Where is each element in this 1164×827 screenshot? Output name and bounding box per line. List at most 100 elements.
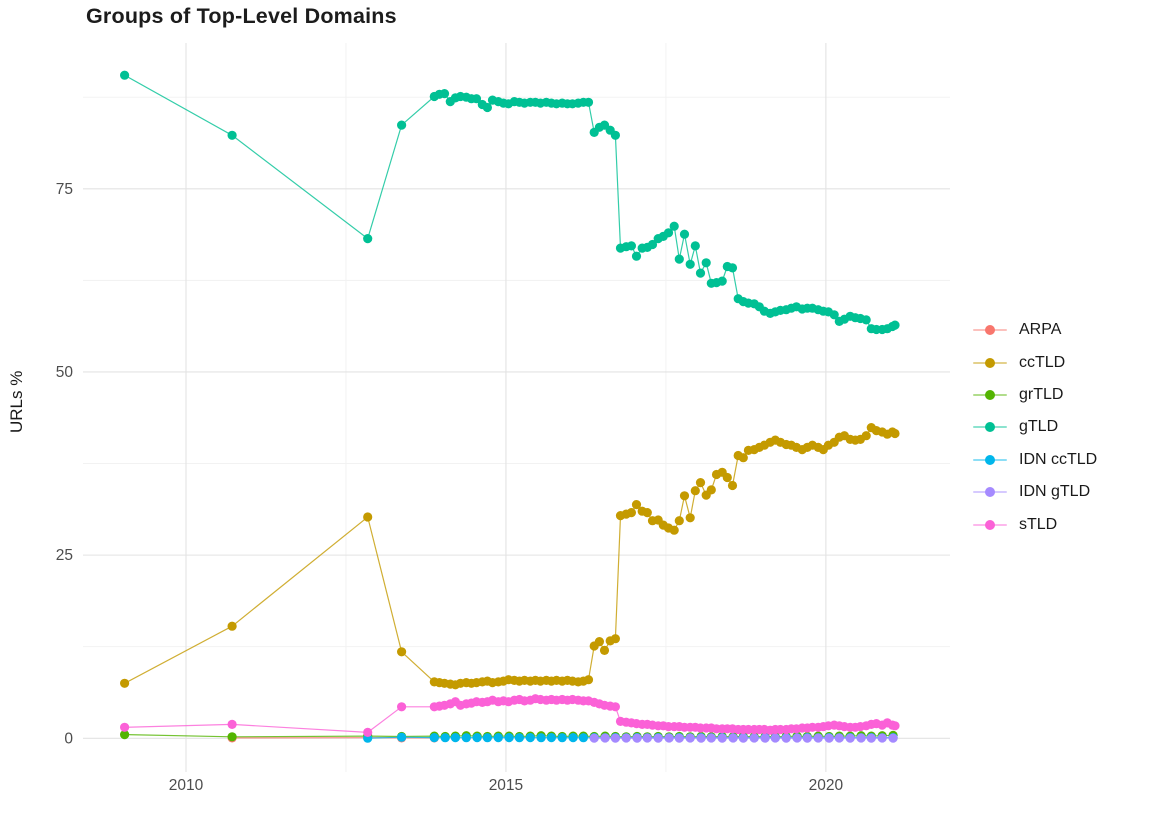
data-point-gtld bbox=[701, 258, 711, 268]
data-point-cctld bbox=[631, 500, 642, 510]
data-point-idn-cctld bbox=[482, 733, 492, 743]
data-point-gtld bbox=[482, 102, 492, 113]
data-point-idn-cctld bbox=[546, 733, 557, 743]
x-axis-ticks: 2010 2015 2020 bbox=[169, 777, 844, 794]
data-point-idn-gtld bbox=[856, 733, 866, 743]
data-point-cctld bbox=[642, 507, 652, 518]
data-point-idn-gtld bbox=[685, 733, 695, 743]
data-point-idn-gtld bbox=[834, 733, 844, 743]
legend-label: ARPA bbox=[1019, 321, 1062, 339]
data-point-idn-cctld bbox=[472, 733, 482, 743]
data-point-gtld bbox=[227, 130, 237, 140]
data-point-idn-gtld bbox=[632, 733, 642, 743]
data-point-idn-gtld bbox=[760, 733, 770, 743]
series-idn-gtld bbox=[589, 733, 898, 743]
data-point-idn-cctld bbox=[514, 733, 525, 743]
data-point-cctld bbox=[669, 525, 679, 535]
data-point-idn-gtld bbox=[845, 733, 855, 743]
legend-label: IDN ccTLD bbox=[1019, 450, 1098, 468]
series-gtld bbox=[120, 70, 900, 335]
data-point-idn-gtld bbox=[621, 733, 631, 743]
legend-label: IDN gTLD bbox=[1019, 483, 1091, 501]
legend: ARPA ccTLD grTLD gTLD IDN ccTLD IDN gTLD sTLD bbox=[973, 314, 1097, 541]
y-tick-label-0: 0 bbox=[64, 730, 73, 747]
data-point-gtld bbox=[471, 94, 482, 104]
legend-label: sTLD bbox=[1019, 515, 1058, 533]
legend-item-cctld: ccTLD bbox=[973, 346, 1097, 378]
legend-item-stld: sTLD bbox=[973, 508, 1097, 540]
legend-item-grtld: grTLD bbox=[973, 379, 1097, 411]
y-tick-label-50: 50 bbox=[56, 364, 74, 381]
data-point-cctld bbox=[610, 634, 621, 644]
data-point-idn-gtld bbox=[728, 733, 738, 743]
data-point-idn-gtld bbox=[866, 733, 876, 743]
data-point-cctld bbox=[599, 645, 610, 656]
data-point-idn-gtld bbox=[664, 733, 674, 743]
data-point-idn-gtld bbox=[888, 733, 898, 743]
data-point-cctld bbox=[861, 431, 871, 441]
series-line-cctld bbox=[124, 426, 896, 686]
data-point-stld bbox=[397, 702, 407, 712]
gridlines-major bbox=[83, 43, 950, 772]
data-point-gtld bbox=[669, 221, 679, 231]
data-point-gtld bbox=[397, 120, 407, 130]
data-point-idn-gtld bbox=[589, 733, 599, 743]
data-point-cctld bbox=[685, 513, 695, 523]
legend-key-icon bbox=[973, 517, 1007, 533]
data-point-gtld bbox=[679, 229, 690, 239]
legend-key-icon bbox=[973, 452, 1007, 468]
data-point-stld bbox=[890, 721, 900, 731]
data-point-idn-cctld bbox=[525, 733, 535, 743]
data-point-gtld bbox=[695, 268, 706, 278]
data-point-stld bbox=[120, 722, 130, 732]
legend-key-icon bbox=[973, 387, 1007, 403]
data-point-cctld bbox=[690, 486, 700, 496]
data-point-gtld bbox=[439, 89, 450, 99]
legend-key-icon bbox=[973, 484, 1007, 500]
data-point-idn-gtld bbox=[877, 733, 887, 743]
data-point-gtld bbox=[890, 320, 900, 330]
gridlines-minor bbox=[83, 43, 950, 772]
data-point-gtld bbox=[829, 310, 839, 320]
data-point-idn-gtld bbox=[706, 733, 716, 743]
series-line-gtld bbox=[124, 74, 896, 331]
data-point-cctld bbox=[722, 472, 732, 483]
data-point-idn-gtld bbox=[813, 733, 823, 743]
data-point-idn-gtld bbox=[642, 733, 652, 743]
data-point-idn-gtld bbox=[696, 733, 706, 743]
x-tick-label-2010: 2010 bbox=[169, 777, 204, 794]
y-tick-label-25: 25 bbox=[56, 547, 73, 564]
data-point-cctld bbox=[674, 516, 684, 526]
data-point-cctld bbox=[120, 678, 130, 688]
data-point-cctld bbox=[594, 637, 605, 647]
data-point-gtld bbox=[717, 276, 727, 286]
legend-label: grTLD bbox=[1019, 385, 1064, 403]
data-point-stld bbox=[227, 719, 237, 730]
data-point-idn-gtld bbox=[770, 733, 780, 743]
data-point-stld bbox=[363, 727, 373, 738]
data-point-idn-gtld bbox=[600, 733, 610, 743]
x-tick-label-2020: 2020 bbox=[809, 777, 844, 794]
data-point-idn-cctld bbox=[578, 733, 589, 743]
data-point-stld bbox=[610, 702, 621, 712]
data-point-idn-cctld bbox=[568, 733, 578, 743]
legend-item-idn-cctld: IDN ccTLD bbox=[973, 444, 1097, 476]
legend-label: gTLD bbox=[1019, 418, 1059, 436]
data-point-cctld bbox=[583, 675, 594, 685]
series-stld bbox=[120, 694, 900, 738]
data-point-idn-gtld bbox=[781, 733, 791, 743]
data-point-idn-cctld bbox=[504, 733, 514, 743]
data-point-idn-gtld bbox=[792, 733, 802, 743]
chart-title: Groups of Top-Level Domains bbox=[86, 4, 397, 28]
data-point-gtld bbox=[583, 97, 594, 107]
data-point-cctld bbox=[727, 480, 738, 491]
data-point-grtld bbox=[227, 732, 237, 742]
data-point-idn-gtld bbox=[610, 733, 621, 743]
data-point-idn-gtld bbox=[653, 733, 663, 743]
data-point-cctld bbox=[738, 453, 748, 463]
legend-key-icon bbox=[973, 322, 1007, 338]
data-point-idn-gtld bbox=[749, 733, 759, 743]
data-point-gtld bbox=[861, 315, 871, 325]
data-point-gtld bbox=[674, 254, 684, 264]
